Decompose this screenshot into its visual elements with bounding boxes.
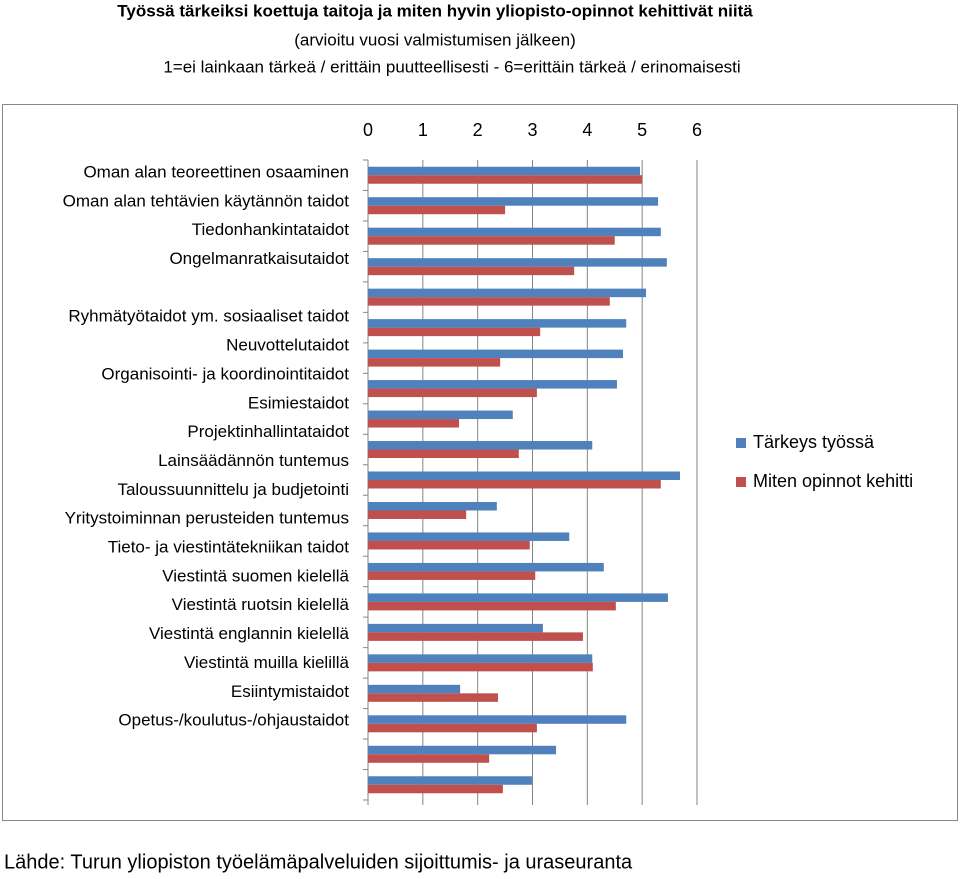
- x-tick-label: 3: [527, 120, 537, 140]
- source: Lähde: Turun yliopiston työelämäpalvelui…: [4, 851, 633, 873]
- bar: [368, 745, 557, 755]
- y-tick-label: Viestintä muilla kielillä: [184, 653, 350, 672]
- y-tick-label: Viestintä englannin kielellä: [149, 624, 350, 643]
- bar: [368, 380, 617, 389]
- bar: [368, 236, 615, 245]
- legend-swatch: [736, 477, 746, 487]
- chart-frame: [2, 104, 958, 821]
- bar: [368, 410, 513, 420]
- bar: [368, 388, 537, 398]
- y-tick-label: Oman alan tehtävien käytännön taidot: [63, 191, 350, 210]
- bar: [368, 266, 575, 276]
- bar: [368, 754, 490, 763]
- chart-subtitle: (arvioitu vuosi valmistumisen jälkeen): [294, 30, 576, 49]
- legend-label: Miten opinnot kehitti: [753, 471, 913, 491]
- bar: [368, 441, 593, 450]
- bar: [368, 715, 627, 724]
- y-tick-label: Yritystoiminnan perusteiden tuntemus: [65, 509, 349, 528]
- bar: [368, 693, 498, 702]
- y-tick-label: Tiedonhankintataidot: [192, 220, 349, 239]
- bar: [368, 319, 627, 328]
- bar: [368, 197, 659, 206]
- y-tick-label: Ongelmanratkaisutaidot: [169, 249, 349, 268]
- bar: [368, 784, 503, 794]
- y-tick-label: Oman alan teoreettinen osaaminen: [83, 162, 349, 181]
- y-tick-label: Neuvottelutaidot: [226, 336, 349, 355]
- bar: [368, 510, 467, 519]
- y-tick-label: Opetus-/koulutus-/ohjaustaidot: [118, 711, 349, 730]
- y-tick-label: Esimiestaidot: [248, 393, 349, 412]
- bar: [368, 175, 643, 184]
- x-tick-label: 5: [637, 120, 647, 140]
- bar: [368, 623, 543, 633]
- legend-swatch: [736, 438, 746, 448]
- y-tick-label: Ryhmätyötaidot ym. sosiaaliset taidot: [68, 307, 349, 326]
- x-tick-label: 2: [473, 120, 483, 140]
- bar: [368, 562, 604, 572]
- bar: [368, 662, 593, 672]
- bar: [368, 297, 610, 306]
- bar: [368, 723, 537, 733]
- bar: [368, 654, 593, 663]
- y-tick-label: Taloussuunnittelu ja budjetointi: [117, 480, 349, 499]
- bar: [368, 288, 647, 298]
- y-tick-label: Lainsäädännön tuntemus: [158, 451, 349, 470]
- bar: [368, 532, 570, 541]
- y-tick-label: Tieto- ja viestintätekniikan taidot: [108, 538, 350, 557]
- bar: [368, 166, 640, 176]
- x-tick-label: 4: [582, 120, 592, 140]
- bar: [368, 501, 497, 511]
- x-tick-label: 1: [418, 120, 428, 140]
- bar: [368, 593, 668, 602]
- bar: [368, 776, 532, 785]
- bar: [368, 358, 501, 367]
- bar: [368, 327, 541, 337]
- bar: [368, 540, 530, 550]
- y-tick-label: Projektinhallintataidot: [187, 422, 349, 441]
- bar: [368, 571, 536, 580]
- bar: [368, 471, 681, 480]
- chart-subtitle: 1=ei lainkaan tärkeä / erittäin puutteel…: [163, 57, 740, 76]
- x-tick-label: 0: [363, 120, 373, 140]
- bar: [368, 601, 616, 611]
- bar: [368, 480, 661, 489]
- bar: [368, 419, 460, 428]
- bar: [368, 449, 519, 459]
- y-tick-label: Organisointi- ja koordinointitaidot: [101, 364, 349, 383]
- bar: [368, 205, 506, 215]
- x-tick-label: 6: [692, 120, 702, 140]
- y-tick-label: Viestintä ruotsin kielellä: [172, 595, 350, 614]
- bar: [368, 684, 461, 694]
- bar: [368, 227, 661, 237]
- y-tick-label: Viestintä suomen kielellä: [162, 566, 349, 585]
- y-tick-label: Esiintymistaidot: [231, 682, 349, 701]
- bar: [368, 632, 583, 641]
- bar: [368, 258, 667, 267]
- chart-title: Työssä tärkeiksi koettuja taitoja ja mit…: [117, 1, 753, 20]
- legend-label: Tärkeys työssä: [753, 432, 875, 452]
- bar: [368, 349, 623, 359]
